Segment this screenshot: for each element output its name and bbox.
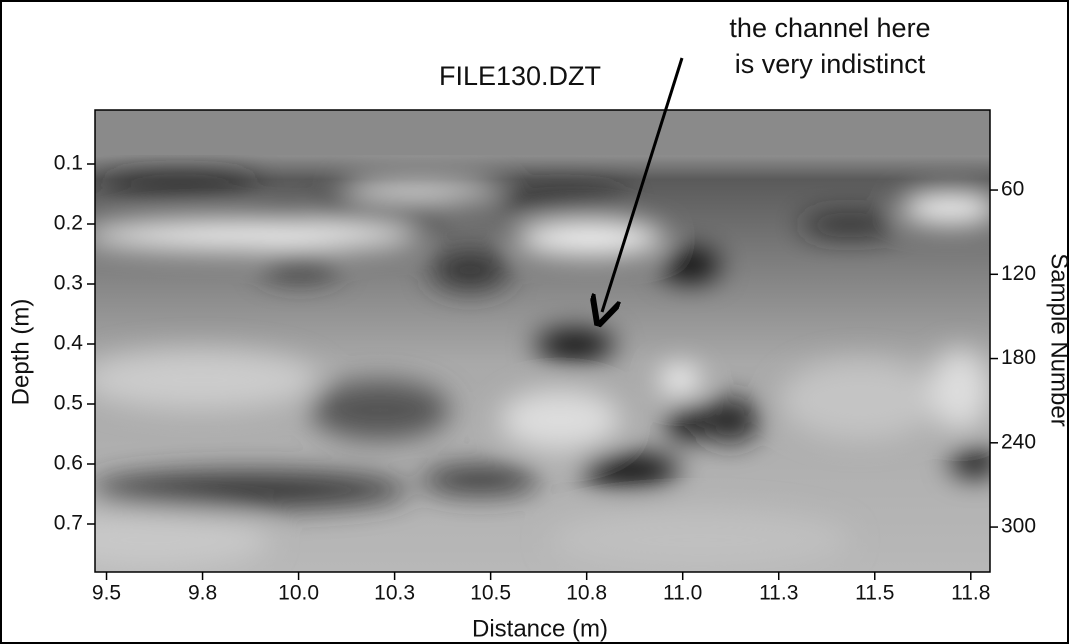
texture <box>340 180 500 200</box>
texture <box>580 454 680 486</box>
texture <box>500 390 620 450</box>
x-tick-label: 10.0 <box>278 582 319 605</box>
x-axis-label: Distance (m) <box>472 615 608 642</box>
texture <box>780 360 940 440</box>
texture <box>490 190 630 210</box>
x-tick-label: 11.3 <box>759 582 798 605</box>
texture <box>310 380 450 440</box>
radargram-image <box>95 110 990 572</box>
y-tick-label: 0.4 <box>54 332 84 355</box>
annotation: the channel here <box>729 13 930 43</box>
texture <box>515 222 665 254</box>
texture <box>95 221 420 249</box>
y-tick-label: 0.5 <box>54 392 83 415</box>
chart-title: FILE130.DZT <box>439 61 601 91</box>
x-tick-label: 11.0 <box>663 582 702 605</box>
plot-border <box>94 109 991 573</box>
texture <box>535 330 615 360</box>
y2-tick-label: 180 <box>1001 346 1036 369</box>
texture <box>800 215 900 235</box>
texture <box>310 200 450 224</box>
x-tick-label: 10.8 <box>566 582 607 605</box>
y-tick-label: 0.1 <box>54 152 83 175</box>
texture <box>260 251 340 279</box>
texture <box>950 448 990 476</box>
texture <box>420 466 540 494</box>
texture <box>700 398 760 442</box>
texture <box>550 510 850 570</box>
x-tick-label: 10.3 <box>374 582 415 605</box>
x-tick-label: 11.5 <box>855 582 894 605</box>
y-tick-label: 0.3 <box>54 272 83 295</box>
texture <box>95 472 410 508</box>
y2-tick-label: 300 <box>1001 515 1036 538</box>
texture <box>430 250 510 290</box>
texture <box>660 249 720 281</box>
texture <box>930 350 990 430</box>
x-tick-label: 9.8 <box>188 582 217 605</box>
texture <box>100 176 260 194</box>
y-tick-label: 0.7 <box>54 512 83 535</box>
y2-tick-label: 120 <box>1001 262 1036 285</box>
texture <box>660 366 700 394</box>
x-tick-label: 11.8 <box>951 582 990 605</box>
x-tick-label: 9.5 <box>92 582 121 605</box>
y2-axis-label: Sample Number <box>1046 253 1069 426</box>
texture <box>95 350 320 410</box>
texture <box>900 193 990 223</box>
x-tick-label: 10.5 <box>470 582 511 605</box>
y2-tick-label: 60 <box>1001 178 1024 201</box>
y-tick-label: 0.2 <box>54 212 83 235</box>
y-tick-label: 0.6 <box>54 452 83 475</box>
y2-tick-label: 240 <box>1001 430 1036 453</box>
annotation: is very indistinct <box>735 49 926 79</box>
y-axis-label: Depth (m) <box>7 299 34 406</box>
annotation-arrow <box>602 57 684 312</box>
texture <box>95 510 270 570</box>
texture <box>668 404 708 440</box>
